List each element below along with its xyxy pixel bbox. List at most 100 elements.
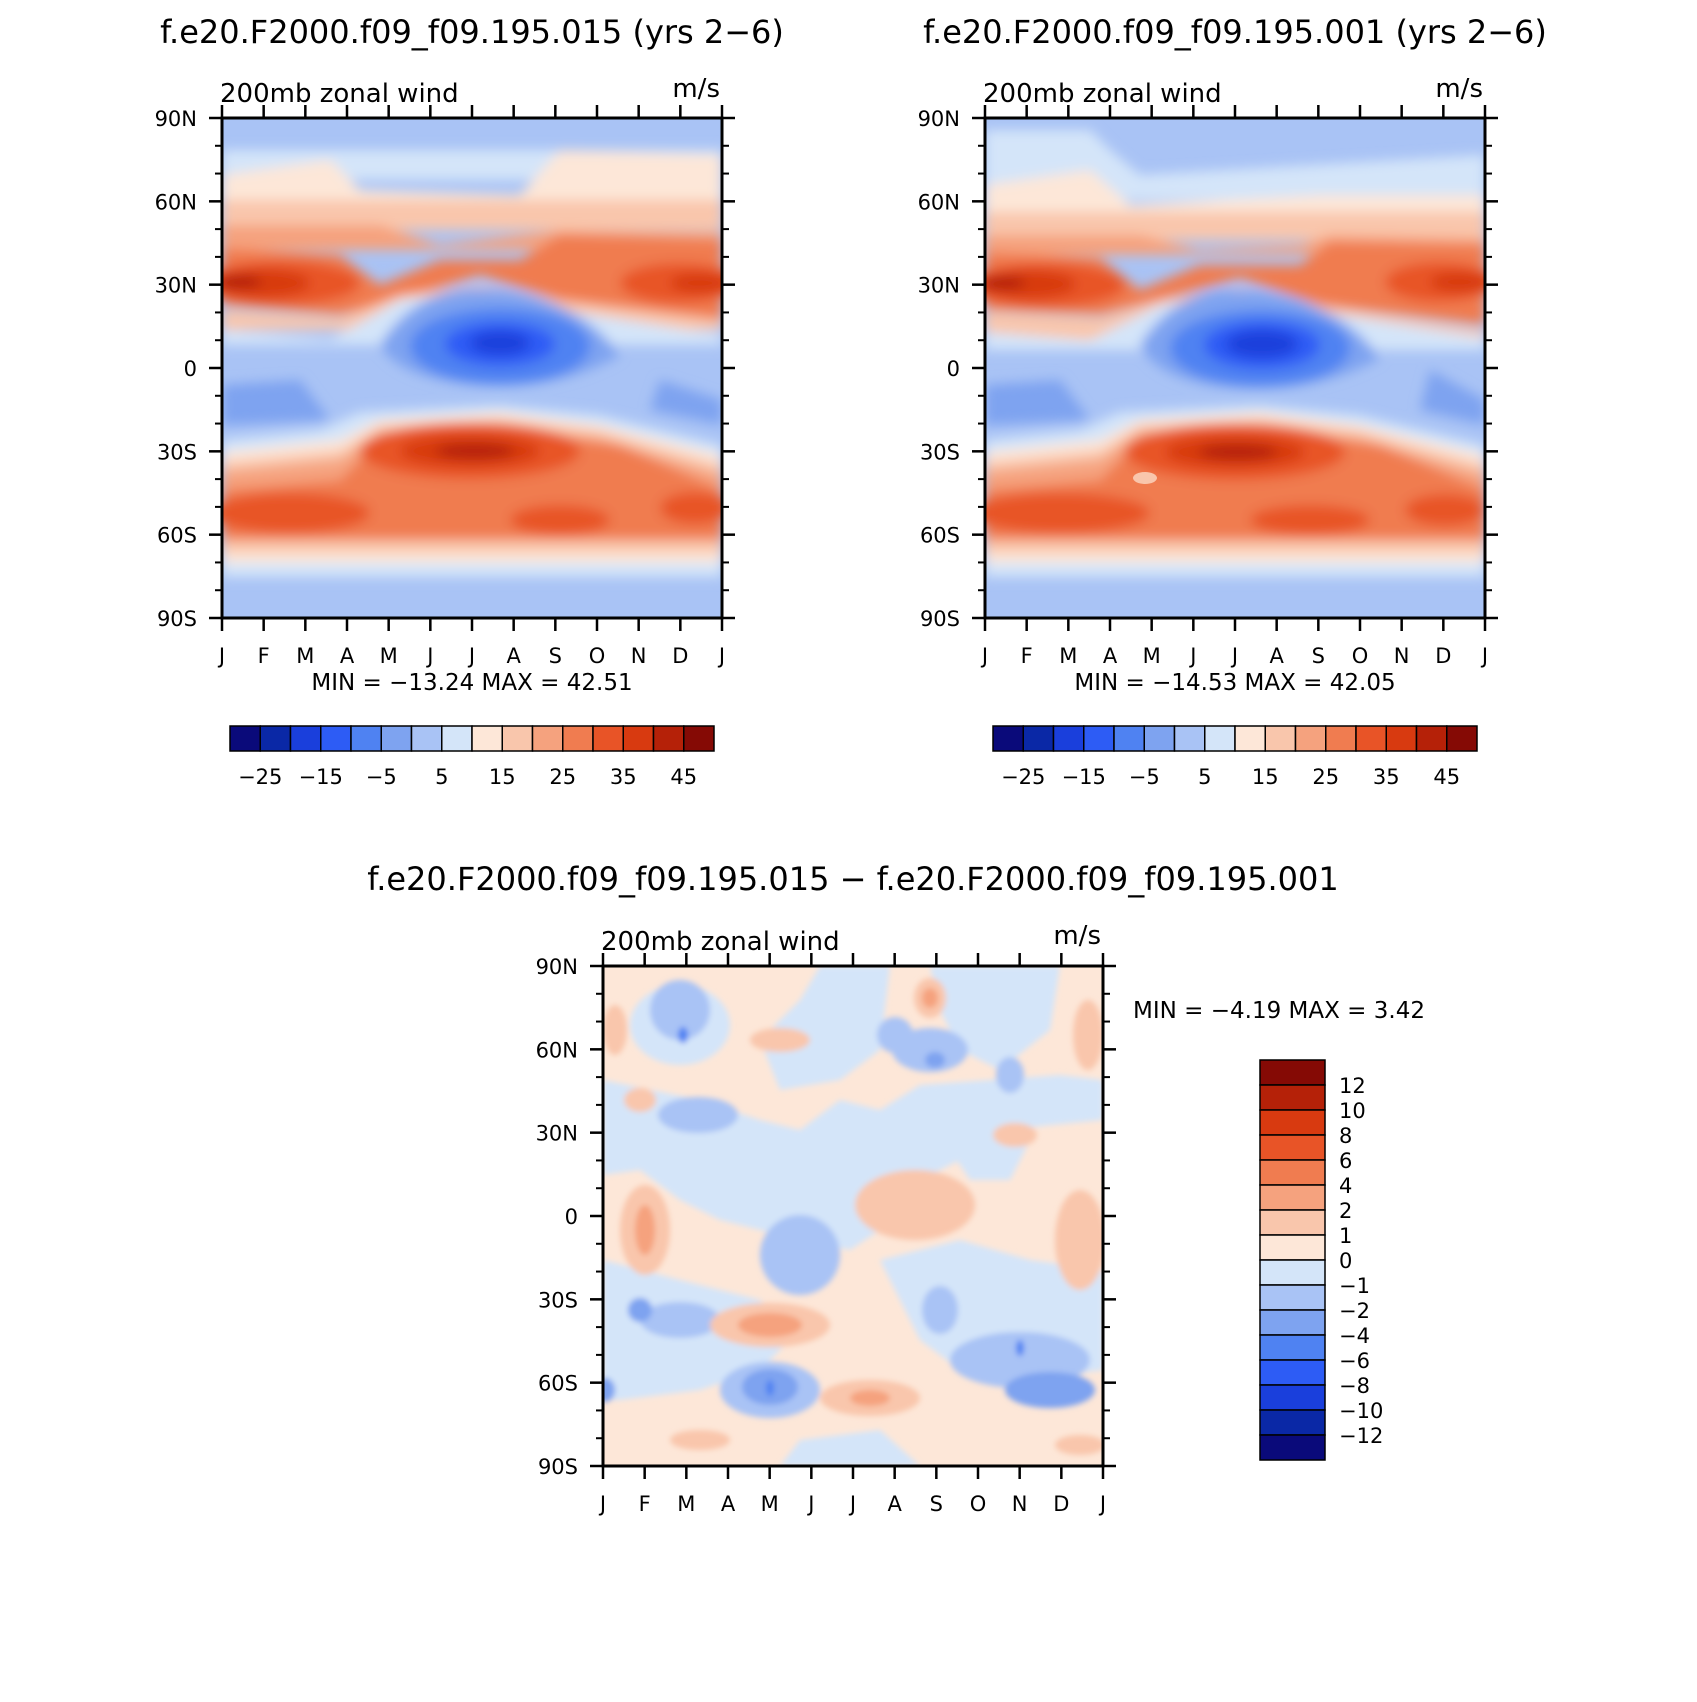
- y-tick-label: 30N: [536, 1122, 578, 1146]
- y-tick-label: 90S: [538, 1455, 578, 1479]
- x-tick-label: J: [425, 644, 433, 668]
- colorbar-swatch: [1204, 725, 1236, 752]
- y-tick-label: 60N: [536, 1038, 578, 1062]
- x-tick-label: M: [380, 644, 398, 668]
- x-tick-label: S: [930, 1492, 943, 1516]
- colorbar-swatch: [1259, 1084, 1326, 1111]
- x-tick-label: D: [1053, 1492, 1069, 1516]
- y-tick-label: 60S: [538, 1372, 578, 1396]
- x-tick-label: J: [717, 644, 725, 668]
- colorbar-swatch: [1259, 1334, 1326, 1361]
- panel-run-015: f.e20.F2000.f09_f09.195.015 (yrs 2−6) 20…: [155, 13, 784, 789]
- contour-field: [603, 966, 1103, 1466]
- colorbar-label: 12: [1339, 1074, 1366, 1098]
- x-tick-label: J: [217, 644, 225, 668]
- colorbar-label: 5: [1198, 765, 1211, 789]
- colorbar-label: 2: [1339, 1199, 1352, 1223]
- panel-title: f.e20.F2000.f09_f09.195.001 (yrs 2−6): [923, 13, 1547, 51]
- units-label: m/s: [1435, 74, 1483, 104]
- colorbar-swatch: [1259, 1284, 1326, 1311]
- x-tick-label: A: [340, 644, 355, 668]
- colorbar-label: 6: [1339, 1149, 1352, 1173]
- colorbar-label: 10: [1339, 1099, 1366, 1123]
- colorbar-swatch: [441, 725, 473, 752]
- colorbar-swatch: [320, 725, 352, 752]
- colorbar-swatch: [1173, 725, 1206, 752]
- colorbar-swatch: [1259, 1409, 1326, 1436]
- colorbar-label: −25: [1001, 765, 1045, 789]
- panel-run-001: f.e20.F2000.f09_f09.195.001 (yrs 2−6) 20…: [918, 13, 1547, 789]
- contour-field: [222, 118, 722, 618]
- colorbar-swatch: [1143, 725, 1176, 752]
- x-tick-label: S: [1312, 644, 1325, 668]
- colorbar-label: −5: [366, 765, 397, 789]
- y-tick-label: 0: [947, 357, 960, 381]
- colorbar-swatch: [501, 725, 534, 752]
- colorbar-label: 35: [1373, 765, 1400, 789]
- colorbar-swatch: [1264, 725, 1297, 752]
- y-tick-label: 30S: [538, 1288, 578, 1312]
- x-tick-label: J: [806, 1492, 814, 1516]
- colorbar-swatch: [1325, 725, 1357, 752]
- colorbar-swatch: [1022, 725, 1055, 752]
- colorbar-label: 15: [489, 765, 516, 789]
- min-max-label: MIN = −4.19 MAX = 3.42: [1133, 998, 1425, 1024]
- colorbar-label: 4: [1339, 1174, 1352, 1198]
- y-tick-label: 90S: [920, 607, 960, 631]
- colorbar-label: −5: [1129, 765, 1160, 789]
- colorbar-label: 45: [1433, 765, 1460, 789]
- colorbar-label: −4: [1339, 1324, 1370, 1348]
- colorbar-swatch: [350, 725, 382, 752]
- colorbar-label: −25: [238, 765, 282, 789]
- x-tick-label: A: [1269, 644, 1284, 668]
- colorbar-label: 15: [1252, 765, 1279, 789]
- x-tick-label: N: [1012, 1492, 1028, 1516]
- x-tick-label: J: [598, 1492, 606, 1516]
- colorbar-swatch: [1113, 725, 1145, 752]
- colorbar-swatch: [1415, 725, 1448, 752]
- contour-field: [985, 118, 1485, 618]
- colorbar-swatch: [622, 725, 655, 752]
- y-tick-label: 0: [565, 1205, 578, 1229]
- colorbar-swatch: [1052, 725, 1085, 752]
- colorbar-swatch: [1259, 1109, 1326, 1136]
- y-tick-label: 60S: [920, 524, 960, 548]
- colorbar-swatch: [1259, 1209, 1326, 1236]
- colorbar-swatch: [1259, 1059, 1326, 1086]
- units-label: m/s: [672, 74, 720, 104]
- colorbar-label: 1: [1339, 1224, 1352, 1248]
- colorbar-swatch: [683, 725, 715, 752]
- y-tick-label: 90N: [536, 955, 578, 979]
- x-tick-label: M: [677, 1492, 695, 1516]
- colorbar-label: 45: [670, 765, 697, 789]
- y-tick-label: 90S: [157, 607, 197, 631]
- colorbar-label: −1: [1339, 1274, 1370, 1298]
- colorbar-swatch: [1294, 725, 1327, 752]
- y-tick-label: 30S: [157, 440, 197, 464]
- field-label: 200mb zonal wind: [983, 79, 1222, 109]
- y-tick-label: 60S: [157, 524, 197, 548]
- colorbar-swatch: [1446, 725, 1478, 752]
- colorbar-swatch: [1259, 1384, 1326, 1411]
- colorbar-swatch: [992, 725, 1024, 752]
- colorbar-swatch: [1259, 1234, 1326, 1261]
- min-max-label: MIN = −13.24 MAX = 42.51: [311, 670, 632, 696]
- x-tick-label: A: [1103, 644, 1118, 668]
- colorbar-label: −8: [1339, 1374, 1370, 1398]
- colorbar-label: 25: [1312, 765, 1339, 789]
- colorbar-label: 0: [1339, 1249, 1352, 1273]
- colorbar-label: −15: [299, 765, 343, 789]
- colorbar-swatch: [1259, 1359, 1326, 1386]
- colorbar-swatch: [410, 725, 443, 752]
- x-tick-label: M: [1059, 644, 1077, 668]
- x-tick-label: A: [887, 1492, 902, 1516]
- x-tick-label: D: [1435, 644, 1451, 668]
- x-tick-label: M: [1143, 644, 1161, 668]
- x-tick-label: N: [631, 644, 647, 668]
- units-label: m/s: [1053, 921, 1101, 951]
- y-tick-label: 30N: [155, 274, 197, 298]
- colorbar-label: −15: [1062, 765, 1106, 789]
- x-tick-label: J: [1098, 1492, 1106, 1516]
- colorbar-swatch: [1355, 725, 1387, 752]
